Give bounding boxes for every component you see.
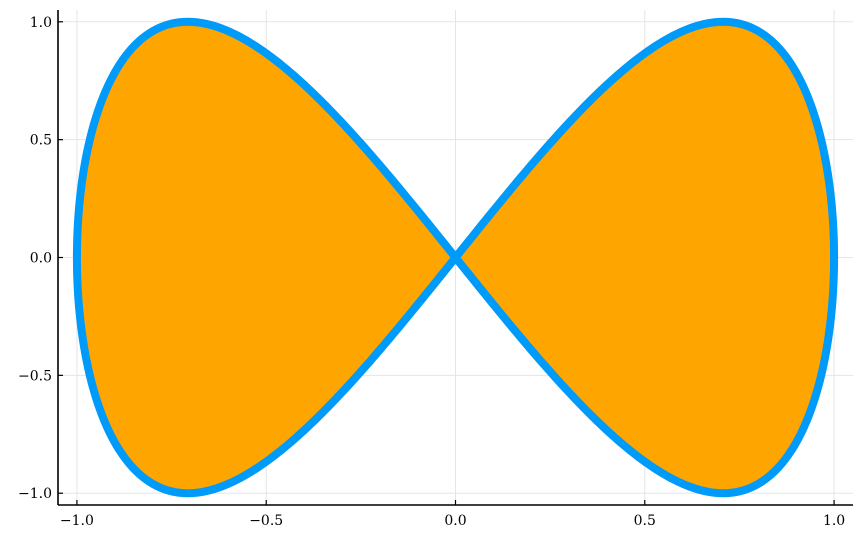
- x-tick-label: 1.0: [823, 513, 845, 529]
- x-tick-label: −0.5: [249, 513, 283, 529]
- y-tick-label: 0.0: [30, 251, 52, 267]
- y-tick-label: −0.5: [18, 368, 52, 384]
- ticks: −1.0 −0.5 0.0 0.5 1.0 −1.0 −0.5 0.0 0.5 1.0: [18, 15, 845, 529]
- y-tick-label: 0.5: [30, 133, 52, 149]
- x-tick-label: 0.5: [634, 513, 656, 529]
- y-tick-label: 1.0: [30, 15, 52, 31]
- x-tick-label: −1.0: [60, 513, 94, 529]
- curve-line: [72, 17, 839, 498]
- x-tick-label: 0.0: [444, 513, 466, 529]
- y-tick-label: −1.0: [18, 486, 52, 502]
